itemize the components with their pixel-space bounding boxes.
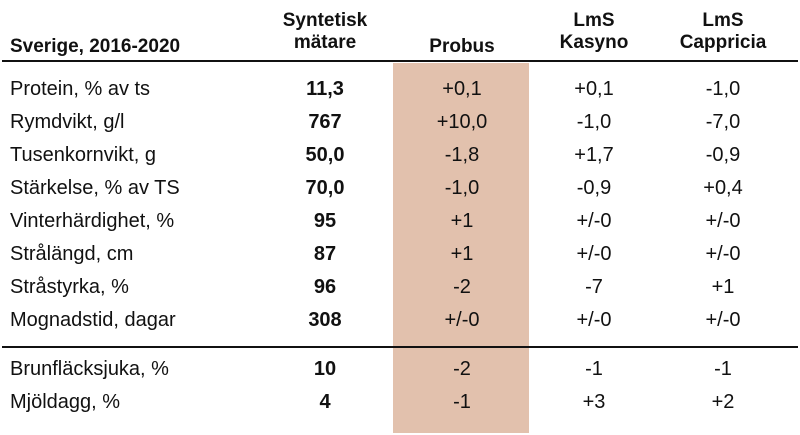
cell-cappricia: -0,9	[705, 144, 741, 166]
cell-cappricia: +1	[711, 276, 735, 298]
cell-kasyno: +/-0	[576, 243, 612, 265]
row-label: Mognadstid, dagar	[10, 309, 176, 331]
probus-column-highlight	[393, 63, 529, 433]
header-probus: Probus	[429, 36, 495, 57]
cell-probus: +1	[450, 210, 474, 232]
header-matare: mätare	[293, 32, 357, 53]
cell-syntetisk: 767	[308, 111, 342, 133]
cell-kasyno: +/-0	[576, 210, 612, 232]
cell-syntetisk: 10	[313, 358, 337, 380]
cell-syntetisk: 11,3	[306, 78, 344, 100]
cell-probus: +0,1	[442, 78, 482, 100]
row-label: Brunfläcksjuka, %	[10, 358, 169, 380]
cell-kasyno: +0,1	[574, 78, 614, 100]
cell-syntetisk: 70,0	[305, 177, 345, 199]
row-label: Tusenkornvikt, g	[10, 144, 156, 166]
row-label: Stråstyrka, %	[10, 276, 129, 298]
cell-probus: -1,8	[444, 144, 480, 166]
row-label: Protein, % av ts	[10, 78, 151, 100]
cell-kasyno: +/-0	[576, 309, 612, 331]
row-label: Strålängd, cm	[10, 243, 134, 265]
cell-kasyno: -7	[585, 276, 603, 298]
cell-syntetisk: 308	[308, 309, 342, 331]
cell-kasyno: +3	[582, 391, 606, 413]
row-label: Stärkelse, % av TS	[10, 177, 180, 199]
cell-syntetisk: 87	[313, 243, 337, 265]
cell-syntetisk: 96	[313, 276, 337, 298]
cell-probus: -1	[453, 391, 471, 413]
cell-cappricia: +/-0	[705, 309, 741, 331]
section-rule	[2, 346, 798, 348]
cell-kasyno: -0,9	[576, 177, 612, 199]
cell-cappricia: +2	[711, 391, 735, 413]
cell-probus: +1	[450, 243, 474, 265]
cell-cappricia: +0,4	[703, 177, 743, 199]
cell-cappricia: -1	[714, 358, 732, 380]
cell-probus: -2	[453, 276, 471, 298]
cell-syntetisk: 4	[319, 391, 331, 413]
header-cappricia: Cappricia	[679, 32, 767, 53]
cell-probus: +10,0	[436, 111, 488, 133]
cell-syntetisk: 50,0	[305, 144, 345, 166]
cell-cappricia: -7,0	[705, 111, 741, 133]
cell-kasyno: +1,7	[574, 144, 614, 166]
cell-probus: -2	[453, 358, 471, 380]
header-lms-1: LmS	[573, 10, 615, 31]
header-syntetisk: Syntetisk	[282, 10, 368, 31]
cell-probus: +/-0	[444, 309, 480, 331]
cell-kasyno: -1	[585, 358, 603, 380]
cell-cappricia: +/-0	[705, 210, 741, 232]
cell-cappricia: -1,0	[705, 78, 741, 100]
cell-syntetisk: 95	[313, 210, 337, 232]
cell-cappricia: +/-0	[705, 243, 741, 265]
header-region: Sverige, 2016-2020	[10, 36, 181, 57]
header-lms-2: LmS	[702, 10, 744, 31]
row-label: Vinterhärdighet, %	[10, 210, 175, 232]
cell-kasyno: -1,0	[576, 111, 612, 133]
row-label: Mjöldagg, %	[10, 391, 121, 413]
row-label: Rymdvikt, g/l	[10, 111, 125, 133]
header-kasyno: Kasyno	[559, 32, 629, 53]
header-rule	[2, 60, 798, 62]
cell-probus: -1,0	[444, 177, 480, 199]
